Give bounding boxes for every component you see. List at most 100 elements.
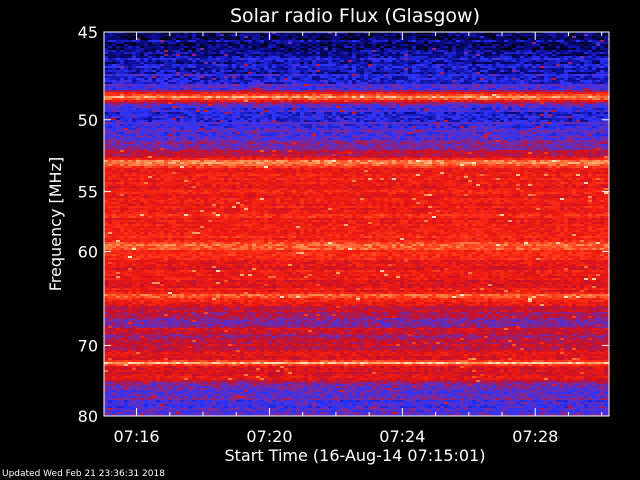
heatmap-cell	[492, 72, 496, 74]
heatmap-cell	[356, 104, 360, 106]
heatmap-cell	[216, 104, 220, 106]
heatmap-cell	[136, 64, 140, 66]
heatmap-cell	[108, 90, 112, 92]
heatmap-cell	[512, 104, 516, 106]
heatmap-cell	[232, 104, 236, 106]
heatmap-cell	[212, 110, 216, 112]
heatmap-cell	[560, 108, 564, 110]
heatmap-cell	[136, 94, 140, 96]
heatmap-cell	[460, 32, 464, 34]
heatmap-cell	[220, 98, 224, 100]
heatmap-cell	[468, 38, 472, 40]
heatmap-cell	[308, 90, 312, 92]
heatmap-cell	[344, 80, 348, 82]
heatmap-cell	[184, 70, 188, 72]
heatmap-cell	[216, 68, 220, 70]
heatmap-cell	[168, 88, 172, 90]
heatmap-cell	[492, 62, 496, 64]
heatmap-cell	[460, 60, 464, 62]
heatmap-cell	[360, 90, 364, 92]
heatmap-cell	[568, 62, 572, 64]
heatmap-cell	[576, 70, 580, 72]
heatmap-cell	[112, 100, 116, 102]
heatmap-cell	[168, 86, 172, 88]
heatmap-cell	[412, 32, 416, 34]
heatmap-cell	[300, 82, 304, 84]
heatmap-cell	[576, 96, 580, 98]
heatmap-cell	[304, 36, 308, 38]
heatmap-cell	[244, 54, 248, 56]
heatmap-cell	[456, 78, 460, 80]
heatmap-cell	[120, 44, 124, 46]
heatmap-cell	[432, 54, 436, 56]
heatmap-cell	[352, 36, 356, 38]
heatmap-cell	[316, 32, 320, 34]
heatmap-cell	[168, 78, 172, 80]
heatmap-cell	[580, 76, 584, 78]
heatmap-cell	[388, 88, 392, 90]
heatmap-cell	[564, 86, 568, 88]
heatmap-cell	[172, 70, 176, 72]
heatmap-cell	[368, 78, 372, 80]
heatmap-cell	[244, 110, 248, 112]
heatmap-cell	[480, 36, 484, 38]
heatmap-cell	[300, 34, 304, 36]
heatmap-cell	[592, 46, 596, 48]
heatmap-cell	[440, 82, 444, 84]
heatmap-cell	[376, 92, 380, 94]
heatmap-cell	[368, 96, 372, 98]
heatmap-cell	[116, 50, 120, 52]
heatmap-cell	[360, 42, 364, 44]
heatmap-cell	[580, 38, 584, 40]
heatmap-cell	[296, 72, 300, 74]
heatmap-cell	[148, 32, 152, 34]
heatmap-cell	[156, 110, 160, 112]
heatmap-cell	[372, 34, 376, 36]
heatmap-cell	[592, 50, 596, 52]
heatmap-cell	[560, 36, 564, 38]
heatmap-cell	[460, 58, 464, 60]
heatmap-cell	[376, 98, 380, 100]
heatmap-cell	[288, 104, 292, 106]
heatmap-cell	[324, 84, 328, 86]
heatmap-cell	[176, 60, 180, 62]
heatmap-cell	[420, 106, 424, 108]
heatmap-cell	[204, 72, 208, 74]
heatmap-cell	[272, 54, 276, 56]
heatmap-cell	[108, 80, 112, 82]
heatmap-cell	[508, 92, 512, 94]
heatmap-cell	[496, 50, 500, 52]
heatmap-cell	[216, 78, 220, 80]
heatmap-cell	[236, 58, 240, 60]
heatmap-cell	[344, 90, 348, 92]
heatmap-cell	[508, 108, 512, 110]
heatmap-cell	[104, 98, 108, 100]
heatmap-cell	[588, 38, 592, 40]
heatmap-cell	[244, 34, 248, 36]
heatmap-cell	[120, 62, 124, 64]
heatmap-cell	[364, 36, 368, 38]
heatmap-cell	[148, 74, 152, 76]
heatmap-cell	[352, 86, 356, 88]
heatmap-cell	[528, 68, 532, 70]
heatmap-cell	[112, 70, 116, 72]
heatmap-cell	[560, 88, 564, 90]
heatmap-cell	[140, 50, 144, 52]
heatmap-cell	[604, 104, 608, 106]
heatmap-cell	[328, 42, 332, 44]
heatmap-cell	[492, 82, 496, 84]
heatmap-cell	[572, 76, 576, 78]
heatmap-cell	[108, 74, 112, 76]
heatmap-cell	[560, 56, 564, 58]
heatmap-cell	[320, 38, 324, 40]
heatmap-cell	[364, 48, 368, 50]
heatmap-cell	[116, 90, 120, 92]
heatmap-cell	[268, 108, 272, 110]
heatmap-cell	[292, 50, 296, 52]
heatmap-cell	[388, 40, 392, 42]
heatmap-cell	[344, 58, 348, 60]
heatmap-cell	[564, 62, 568, 64]
heatmap-cell	[360, 96, 364, 98]
heatmap-cell	[536, 38, 540, 40]
heatmap-cell	[212, 68, 216, 70]
